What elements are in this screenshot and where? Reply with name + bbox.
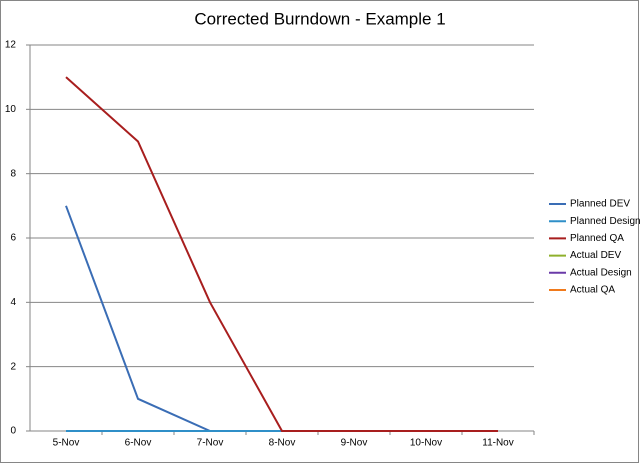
legend-label: Planned Design <box>570 216 640 227</box>
x-tick-label: 8-Nov <box>269 438 296 449</box>
y-tick-label: 4 <box>10 297 16 308</box>
x-tick-label: 5-Nov <box>53 438 80 449</box>
legend-label: Planned QA <box>570 233 624 244</box>
x-tick-label: 11-Nov <box>482 438 514 449</box>
legend-label: Actual Design <box>570 267 632 278</box>
legend-label: Actual QA <box>570 285 615 296</box>
y-tick-label: 10 <box>5 104 17 115</box>
legend-label: Actual DEV <box>570 250 621 261</box>
x-tick-label: 7-Nov <box>197 438 224 449</box>
y-tick-label: 12 <box>5 40 17 51</box>
y-tick-label: 8 <box>10 168 16 179</box>
x-tick-label: 9-Nov <box>341 438 368 449</box>
y-tick-label: 2 <box>10 361 16 372</box>
y-tick-label: 6 <box>10 233 16 244</box>
chart-title: Corrected Burndown - Example 1 <box>194 9 445 28</box>
x-tick-label: 6-Nov <box>125 438 152 449</box>
series-line <box>65 76 498 432</box>
legend-label: Planned DEV <box>570 199 630 210</box>
x-tick-label: 10-Nov <box>410 438 442 449</box>
y-tick-label: 0 <box>10 426 16 437</box>
